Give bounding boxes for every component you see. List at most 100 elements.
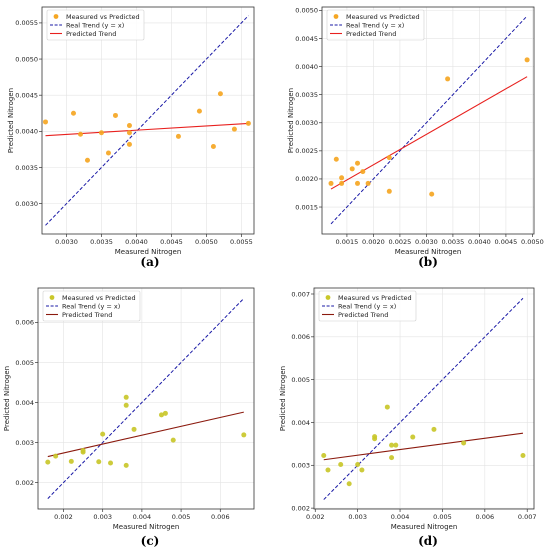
data-point [158,412,164,418]
x-tick-label: 0.0040 [468,238,491,246]
data-point [241,432,247,438]
data-point [231,126,237,132]
legend-label-real-trend: Real Trend (y = x) [66,21,124,29]
data-point [333,156,339,162]
y-tick-label: 0.0055 [15,19,38,27]
legend: Measured vs Predicted Real Trend (y = x)… [318,290,417,322]
x-ticks: 0.0015 0.0020 0.0025 0.0030 0.0035 0.0040 0.00… [336,234,544,246]
data-point [355,461,361,467]
x-ticks: 0.002 0.003 0.004 0.005 0.006 [54,509,230,521]
y-tick-label: 0.003 [15,439,34,447]
data-point [96,459,102,465]
data-point [170,437,176,443]
legend-label-predicted-trend: Predicted Trend [66,30,116,38]
y-ticks: 0.002 0.003 0.004 0.005 0.006 [15,319,38,487]
data-point [126,123,132,129]
data-point [325,467,331,473]
y-tick-label: 0.0015 [295,203,318,211]
y-axis-label: Predicted Nitrogen [3,366,11,431]
data-point [162,410,168,416]
data-point [98,130,104,136]
y-tick-label: 0.004 [15,399,34,407]
x-tick-label: 0.0020 [362,238,385,246]
data-point [346,481,352,487]
data-point [321,452,327,458]
data-point [520,452,526,458]
plot-frame [41,6,255,235]
data-point [384,404,390,410]
x-tick-label: 0.0045 [160,238,183,246]
data-point [131,426,137,432]
x-tick-label: 0.002 [54,513,73,521]
data-point [393,442,399,448]
data-point [175,133,181,139]
predicted-trend-line [323,432,524,461]
data-point [68,458,74,464]
data-point [389,455,395,461]
x-tick-label: 0.003 [93,513,112,521]
legend-marker-scatter [325,295,331,300]
real-trend-line [47,298,245,499]
panel-c: 0.002 0.003 0.004 0.005 0.006 0.0020.0030.00… [3,287,255,548]
x-tick-label: 0.003 [348,513,367,521]
y-tick-label: 0.006 [291,333,310,341]
legend-label-scatter: Measured vs Predicted [62,294,136,302]
data-point [80,449,86,455]
x-tick-label: 0.007 [518,513,537,521]
data-point [217,91,223,97]
y-tick-label: 0.0020 [295,175,318,183]
x-tick-label: 0.0050 [521,238,544,246]
x-tick-label: 0.0025 [389,238,412,246]
x-tick-label: 0.0030 [55,238,78,246]
y-ticks: 0.0015 0.0020 0.0025 0.0030 0.0035 0.0040 0.00… [295,7,322,211]
x-tick-label: 0.0045 [495,238,518,246]
x-tick-label: 0.0015 [336,238,359,246]
data-point [245,120,251,126]
plot-frame [321,6,535,235]
data-point [429,191,435,197]
data-point [355,180,361,186]
data-point [328,180,334,186]
panel-caption: (a) [140,255,159,269]
data-points [321,404,526,487]
plot-frame [37,287,255,510]
y-tick-label: 0.007 [291,290,310,298]
x-axis-label: Measured Nitrogen [115,248,182,256]
x-tick-label: 0.002 [306,513,325,521]
data-point [123,402,129,408]
data-point [355,160,361,166]
x-tick-label: 0.004 [391,513,410,521]
real-trend-line [330,15,528,225]
x-tick-label: 0.0035 [442,238,465,246]
data-points [328,57,530,197]
legend-label-scatter: Measured vs Predicted [338,294,412,302]
legend-box [46,9,145,41]
legend-label-predicted-trend: Predicted Trend [338,311,388,319]
x-tick-label: 0.006 [476,513,495,521]
panel-d: 0.002 0.003 0.004 0.005 0.006 0.007 0.002 0.00… [279,287,537,548]
y-axis-label: Predicted Nitrogen [279,366,287,431]
x-tick-label: 0.005 [433,513,452,521]
legend-marker-scatter [333,14,339,19]
data-point [338,461,344,467]
data-point [386,155,392,161]
y-tick-label: 0.002 [291,504,310,512]
data-point [360,169,366,175]
y-tick-label: 0.005 [15,359,34,367]
y-tick-label: 0.003 [291,462,310,470]
y-tick-label: 0.0050 [15,55,38,63]
y-ticks: 0.002 0.003 0.004 0.005 0.006 0.007 [291,290,314,512]
y-tick-label: 0.006 [15,319,34,327]
legend: Measured vs Predicted Real Trend (y = x)… [46,9,145,41]
y-tick-label: 0.0045 [295,35,318,43]
x-axis-label: Measured Nitrogen [113,523,180,531]
legend-label-predicted-trend: Predicted Trend [346,30,396,38]
data-point [410,434,416,440]
y-tick-label: 0.0045 [15,91,38,99]
data-point [431,426,437,432]
y-tick-label: 0.0030 [15,200,38,208]
data-point [445,76,451,82]
data-point [524,57,530,63]
x-ticks: 0.0030 0.0035 0.0040 0.0045 0.0050 0.0055 [55,234,253,246]
